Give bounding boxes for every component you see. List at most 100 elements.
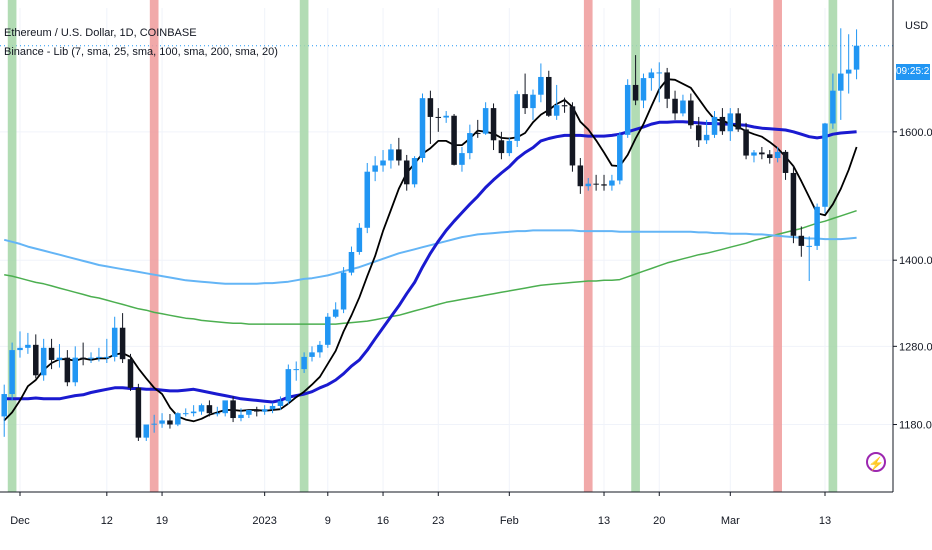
candle-body	[569, 106, 576, 166]
candle	[782, 150, 789, 180]
candle-body	[435, 116, 442, 118]
candle	[403, 154, 410, 191]
candle	[553, 84, 560, 120]
candle-body	[632, 84, 639, 101]
candle	[372, 156, 378, 182]
candle	[853, 29, 860, 80]
candle-body	[40, 347, 47, 376]
candle	[656, 62, 663, 103]
candle-body	[214, 413, 221, 415]
candle	[325, 313, 331, 348]
candle-body	[238, 414, 244, 419]
candle-body	[254, 409, 260, 412]
candle	[585, 177, 591, 191]
candle-body	[759, 152, 765, 155]
x-tick-label: 23	[432, 515, 444, 527]
candle-body	[198, 405, 205, 412]
candle	[790, 165, 797, 244]
candle	[451, 113, 457, 166]
candle-body	[135, 387, 142, 438]
candle	[695, 116, 702, 147]
candle	[48, 338, 55, 370]
candle-body	[293, 369, 299, 371]
candle	[459, 146, 465, 172]
x-tick-label: 9	[325, 515, 331, 527]
candle	[569, 102, 576, 172]
candle-body	[127, 359, 134, 388]
chart-title[interactable]: Ethereum / U.S. Dollar, 1D, COINBASE	[4, 27, 197, 39]
candle	[640, 73, 647, 109]
x-tick-label: 2023	[252, 515, 276, 527]
candle	[538, 63, 544, 103]
candle	[467, 124, 473, 160]
candle-body	[332, 309, 339, 317]
candle	[751, 150, 757, 163]
candle	[64, 350, 71, 387]
candle-body	[64, 357, 71, 383]
candle-body	[546, 76, 552, 116]
candle-body	[680, 100, 686, 114]
candle	[561, 97, 568, 113]
candle	[703, 119, 710, 144]
candle-body	[175, 413, 181, 425]
x-tick-label: 20	[653, 515, 665, 527]
candle	[482, 102, 489, 135]
candle	[427, 90, 434, 144]
green-band	[631, 0, 640, 492]
indicator-legend[interactable]: Binance - Lib (7, sma, 25, sma, 100, sma…	[4, 46, 278, 58]
candle-body	[719, 116, 726, 132]
candle	[411, 156, 418, 188]
candle-body	[17, 347, 23, 351]
candle-body	[96, 356, 102, 358]
candle	[601, 174, 607, 191]
candle	[309, 346, 315, 362]
x-tick-label: 13	[598, 515, 610, 527]
candle	[40, 338, 47, 381]
candle	[443, 111, 449, 123]
candle-body	[340, 272, 347, 310]
candle-body	[482, 108, 489, 134]
candle-body	[553, 105, 560, 116]
candle-body	[648, 72, 655, 79]
candle-body	[246, 409, 252, 415]
candle	[593, 174, 599, 191]
candle	[830, 73, 836, 129]
candle-body	[727, 113, 734, 132]
signal-bands	[7, 0, 838, 492]
x-tick-label: Mar	[721, 515, 740, 527]
candle-body	[538, 76, 544, 95]
candle	[735, 108, 741, 132]
sma200-line	[4, 209, 857, 325]
candle-body	[48, 347, 55, 360]
candle	[317, 341, 323, 358]
candle	[198, 403, 205, 415]
red-band	[773, 0, 782, 492]
candle	[1, 384, 7, 437]
candle	[25, 332, 31, 354]
candle	[711, 111, 718, 138]
candle-body	[182, 413, 189, 415]
candle-body	[119, 327, 126, 360]
candle	[364, 162, 371, 234]
candle	[380, 150, 386, 172]
candle	[269, 402, 276, 414]
candle-body	[506, 140, 513, 154]
candle-body	[206, 405, 213, 414]
candle-body	[403, 160, 410, 185]
candle	[727, 108, 734, 141]
candle-body	[656, 72, 663, 74]
candle-body	[261, 409, 268, 412]
candle	[498, 131, 505, 160]
candle	[474, 119, 481, 138]
lightning-icon[interactable]: ⚡	[866, 452, 886, 472]
candle	[609, 174, 615, 191]
candle-body	[72, 357, 79, 383]
candle-body	[1, 394, 7, 417]
x-tick-label: Dec	[10, 515, 30, 527]
candle-body	[285, 369, 292, 402]
candle-body	[798, 235, 805, 246]
candle	[490, 103, 497, 151]
candle	[664, 67, 670, 109]
